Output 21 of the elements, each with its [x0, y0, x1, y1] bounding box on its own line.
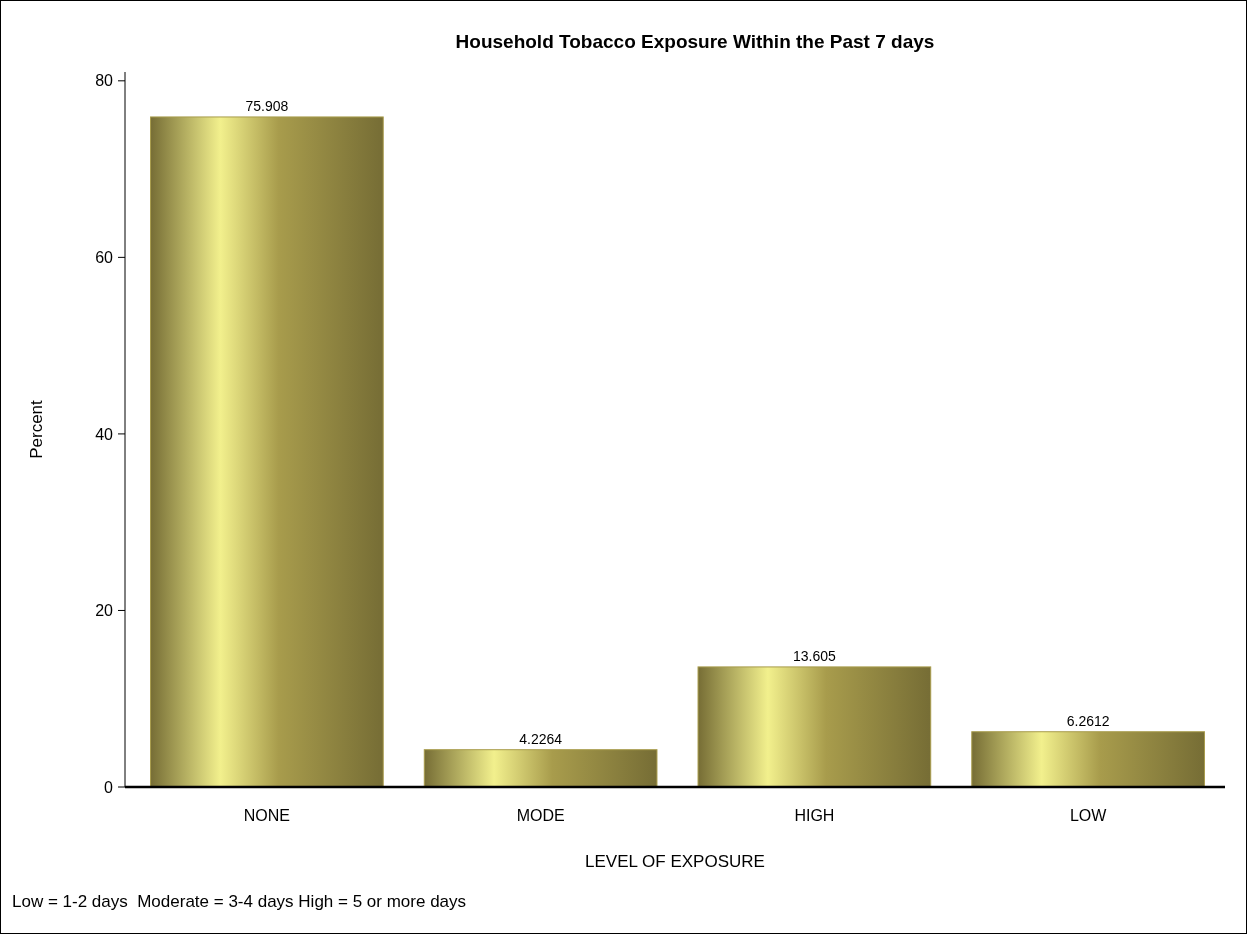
data-label: 4.2264	[519, 730, 563, 747]
x-tick-label: NONE	[243, 807, 290, 824]
x-tick-label: MODE	[516, 807, 565, 824]
bar	[971, 731, 1205, 788]
y-tick-label: 60	[95, 248, 114, 266]
text: Low = 1-2 days Moderate = 3-4 days High = 5 or more days	[12, 892, 467, 911]
chart-title: Household Tobacco Exposure Within the Past 7 days	[455, 31, 935, 52]
data-label: 6.2612	[1066, 712, 1110, 729]
data-label: 75.908	[245, 97, 289, 114]
bar	[697, 666, 932, 788]
x-tick-label: HIGH	[794, 807, 835, 824]
x-axis-title: LEVEL OF EXPOSURE	[585, 852, 765, 871]
y-tick-label: 20	[95, 602, 114, 620]
data-label: 13.605	[792, 647, 836, 664]
y-tick-label: 40	[95, 425, 114, 443]
bar	[423, 749, 658, 788]
y-tick-label: 0	[104, 778, 114, 796]
x-tick-label: LOW	[1069, 807, 1108, 824]
bar	[150, 116, 384, 788]
y-axis-title: Percent	[27, 399, 46, 459]
y-tick-label: 80	[95, 72, 114, 90]
